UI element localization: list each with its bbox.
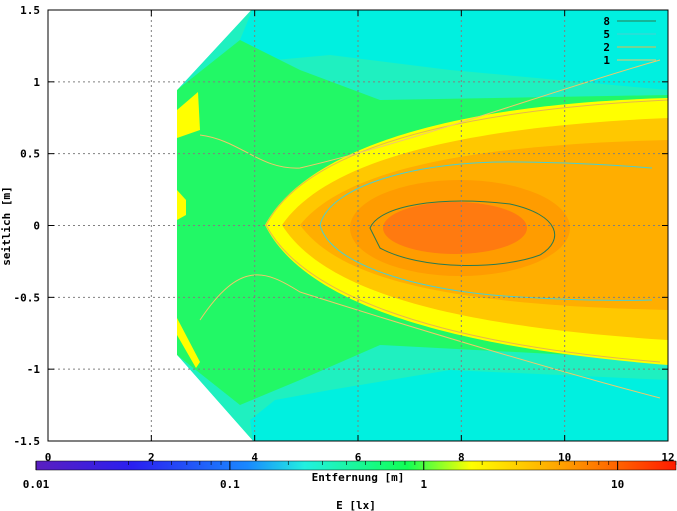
heat-region-hotspot-core bbox=[383, 202, 527, 254]
legend-label: 5 bbox=[603, 28, 610, 41]
colorbar-tick-label: 0.1 bbox=[220, 478, 240, 491]
heatmap-field bbox=[177, 10, 668, 441]
legend-label: 2 bbox=[603, 41, 610, 54]
mask-left bbox=[48, 8, 253, 441]
y-axis-title: seitlich [m] bbox=[0, 186, 13, 265]
x-axis-title: Entfernung [m] bbox=[312, 471, 405, 484]
heat-region-left-bump-bottom bbox=[177, 318, 200, 368]
colorbar bbox=[35, 460, 677, 471]
heat-region-cyan-bottom bbox=[250, 370, 668, 441]
legend-label: 1 bbox=[603, 54, 610, 67]
y-tick-label: -1 bbox=[27, 363, 41, 376]
colorbar-tick-label: 10 bbox=[611, 478, 624, 491]
contour-level-2 bbox=[265, 99, 668, 363]
x-tick-label: 8 bbox=[458, 451, 465, 464]
y-tick-label: 1.5 bbox=[20, 4, 40, 17]
contour-level-8 bbox=[369, 200, 556, 266]
x-tick-label: 6 bbox=[355, 451, 362, 464]
heat-region-cyan-top bbox=[240, 10, 668, 90]
grid-lines bbox=[48, 10, 668, 441]
x-tick-label: 4 bbox=[251, 451, 258, 464]
x-axis: 0 2 4 6 8 10 12 bbox=[45, 10, 675, 464]
colorbar-tick-label: 0.01 bbox=[23, 478, 50, 491]
y-tick-label: -0.5 bbox=[14, 291, 41, 304]
y-tick-label: 0 bbox=[33, 220, 40, 233]
legend-label: 8 bbox=[603, 15, 610, 28]
y-tick-label: 0.5 bbox=[20, 148, 40, 161]
colorbar-axis: 0.01 0.1 1 10 bbox=[23, 461, 677, 491]
heat-region-left-bump-mid bbox=[177, 190, 186, 220]
y-axis: 1.5 1 0.5 0 -0.5 -1 -1.5 bbox=[14, 4, 668, 448]
contour-lines bbox=[199, 59, 668, 399]
contour-level-1a bbox=[199, 59, 661, 169]
x-tick-label: 0 bbox=[45, 451, 52, 464]
contour-level-1b bbox=[199, 274, 661, 399]
contour-level-5 bbox=[319, 161, 653, 301]
colorbar-tick-label: 1 bbox=[420, 478, 427, 491]
y-tick-label: 1 bbox=[33, 76, 40, 89]
colorbar-title: E [lx] bbox=[336, 499, 376, 511]
x-tick-label: 2 bbox=[148, 451, 155, 464]
y-tick-label: -1.5 bbox=[14, 435, 41, 448]
heat-region-left-bump-top bbox=[177, 92, 200, 138]
